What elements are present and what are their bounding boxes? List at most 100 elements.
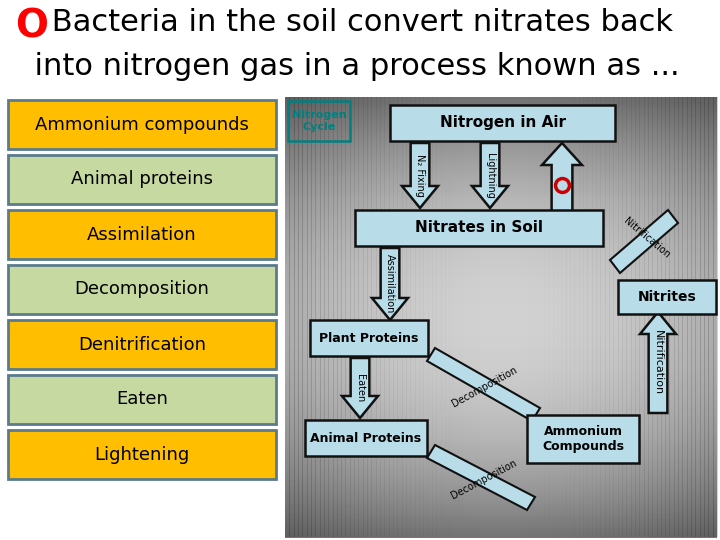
Bar (337, 97, 342, 537)
Bar (285, 473, 717, 476)
Bar (285, 218, 717, 221)
Bar (285, 440, 717, 443)
Bar (285, 288, 717, 291)
Bar (285, 170, 717, 172)
Bar (285, 493, 717, 496)
Text: Nitrification: Nitrification (653, 330, 663, 395)
Bar (285, 222, 717, 225)
Bar (285, 258, 717, 260)
Bar (285, 506, 717, 509)
Bar (324, 97, 329, 537)
FancyBboxPatch shape (8, 210, 276, 259)
Text: Assimilation: Assimilation (87, 226, 197, 244)
Bar (639, 97, 644, 537)
Text: N₂ Fixing: N₂ Fixing (415, 154, 425, 197)
Bar (346, 97, 351, 537)
Bar (285, 260, 717, 262)
Bar (531, 97, 536, 537)
Bar (285, 343, 717, 346)
Bar (285, 431, 717, 434)
Bar (285, 449, 717, 451)
Bar (626, 97, 631, 537)
Bar (288, 101, 350, 141)
Bar (406, 97, 411, 537)
Bar (285, 255, 717, 258)
Bar (523, 97, 528, 537)
Bar (384, 97, 390, 537)
Bar (536, 97, 541, 537)
Bar (445, 97, 450, 537)
Bar (285, 383, 717, 386)
Text: Denitrification: Denitrification (78, 335, 206, 354)
Bar (428, 97, 433, 537)
Bar (285, 130, 717, 133)
Text: Ammonium compounds: Ammonium compounds (35, 116, 249, 133)
Bar (285, 436, 717, 438)
Bar (328, 97, 333, 537)
Bar (285, 278, 717, 280)
Bar (285, 231, 717, 234)
Bar (285, 482, 717, 485)
Bar (285, 154, 717, 157)
Bar (570, 97, 575, 537)
Bar (285, 392, 717, 395)
Bar (285, 528, 717, 531)
Bar (480, 97, 485, 537)
Bar (285, 114, 717, 117)
Bar (415, 97, 420, 537)
Bar (285, 423, 717, 426)
Bar (285, 489, 717, 491)
Bar (285, 128, 717, 131)
Bar (285, 152, 717, 154)
Bar (285, 471, 717, 474)
Bar (648, 97, 653, 537)
Bar (285, 519, 717, 522)
Bar (285, 284, 717, 287)
Bar (678, 97, 683, 537)
Bar (285, 346, 717, 348)
Bar (285, 306, 717, 309)
Text: Assimilation: Assimilation (385, 254, 395, 314)
Bar (285, 106, 717, 109)
Bar (285, 145, 717, 148)
Bar (441, 97, 446, 537)
Bar (285, 405, 717, 408)
Bar (285, 172, 717, 174)
Text: Nitrogen in Air: Nitrogen in Air (439, 116, 565, 131)
Bar (285, 121, 717, 124)
Bar (285, 333, 717, 335)
Bar (285, 264, 717, 267)
Polygon shape (427, 348, 540, 421)
Bar (285, 266, 717, 269)
Bar (285, 409, 717, 412)
Bar (285, 176, 717, 179)
Bar (285, 315, 717, 318)
Bar (285, 180, 717, 183)
Text: Decomposition: Decomposition (75, 280, 210, 299)
Bar (285, 411, 717, 414)
Bar (285, 502, 717, 504)
Bar (562, 97, 567, 537)
FancyBboxPatch shape (305, 420, 427, 456)
Bar (285, 150, 717, 152)
Bar (285, 147, 717, 150)
Text: Bacteria in the soil convert nitrates back: Bacteria in the soil convert nitrates ba… (42, 8, 673, 37)
Bar (285, 282, 717, 285)
Bar (285, 339, 717, 342)
Bar (285, 330, 717, 333)
Bar (505, 97, 510, 537)
Bar (691, 97, 696, 537)
FancyBboxPatch shape (390, 105, 615, 141)
Text: Nitrates in Soil: Nitrates in Soil (415, 220, 543, 235)
Bar (285, 341, 717, 344)
Bar (285, 104, 717, 106)
Bar (285, 313, 717, 315)
Bar (285, 370, 717, 373)
Bar (285, 317, 717, 320)
Bar (285, 359, 717, 361)
Bar (402, 97, 407, 537)
Bar (285, 535, 717, 537)
Bar (501, 97, 506, 537)
Bar (657, 97, 662, 537)
Bar (363, 97, 368, 537)
